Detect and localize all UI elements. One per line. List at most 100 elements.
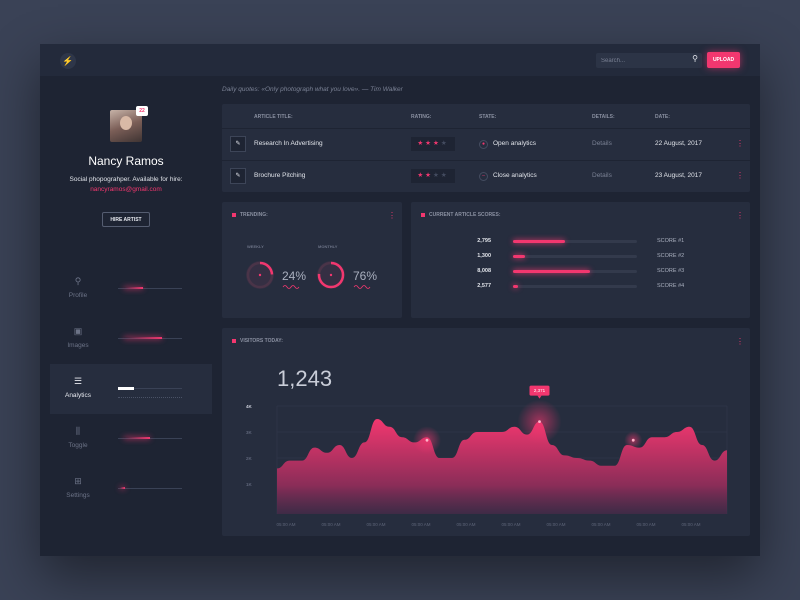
star-icon: ★ (440, 172, 449, 179)
sidebar: 22 Nancy Ramos Social phopograhper. Avai… (40, 76, 222, 556)
visitors-menu-icon[interactable]: ⋮ (736, 337, 744, 346)
profile-email[interactable]: nancyramos@gmail.com (90, 186, 162, 193)
nav-progress-fill (124, 437, 150, 439)
highlight-point (538, 420, 541, 423)
col-header-details: DETAILS: (592, 114, 615, 120)
sidebar-item-toggle[interactable]: ⫼ Toggle (50, 414, 212, 464)
article-state[interactable]: Close analytics (493, 172, 537, 179)
state-icon[interactable]: ● (479, 140, 488, 149)
visitors-area (277, 419, 727, 514)
sidebar-item-analytics[interactable]: ☰ Analytics (50, 364, 212, 414)
daily-quote: Daily quotes: «Only photograph what you … (222, 86, 403, 93)
col-header-date: DATE: (655, 114, 670, 120)
x-tick-label: 05:00 AM (636, 522, 655, 527)
profile-name: Nancy Ramos (88, 154, 164, 168)
trending-panel: TRENDING: ⋮ WEEKLY 24% MONTHLY 76% (222, 202, 402, 318)
sidebar-item-label: Toggle (68, 442, 88, 449)
x-tick-label: 05:00 AM (456, 522, 475, 527)
articles-table: ARTICLE TITLE: RATING: STATE: DETAILS: D… (222, 104, 750, 192)
score-track (513, 270, 637, 273)
toggle-icon: ⫼ (75, 426, 81, 436)
trending-menu-icon[interactable]: ⋮ (388, 211, 396, 220)
hire-artist-button[interactable]: HIRE ARTIST (102, 212, 150, 227)
sidebar-item-settings[interactable]: ⊞ Settings (50, 464, 212, 514)
sidebar-item-label: Images (67, 342, 89, 349)
gauge-monthly: MONTHLY 76% (317, 244, 377, 289)
row-menu-icon[interactable]: ⋮ (736, 139, 744, 148)
visitors-panel: VISITORS TODAY: ⋮ 1,243 4K 3K 2K 1K 2,371 05:… (222, 328, 750, 536)
nav-progress-track (118, 437, 182, 439)
nav-progress-track (118, 387, 182, 390)
details-link[interactable]: Details (592, 140, 612, 147)
x-tick-label: 05:00 AM (546, 522, 565, 527)
row-divider (222, 160, 750, 161)
gauge-weekly: WEEKLY 24% (246, 244, 306, 289)
x-tick-label: 05:00 AM (501, 522, 520, 527)
row-menu-icon[interactable]: ⋮ (736, 171, 744, 180)
nav-progress-fill (124, 287, 144, 289)
tooltip-arrow (537, 395, 542, 399)
search-input[interactable] (596, 53, 686, 68)
row-divider (222, 128, 750, 129)
top-bar: ⚡ ⚲ UPLOAD (40, 44, 760, 76)
col-header-rating: RATING: (411, 114, 432, 120)
star-icon: ★ (417, 172, 426, 179)
rating-stars[interactable]: ★★★★ (411, 137, 455, 151)
score-track (513, 255, 637, 258)
score-track (513, 285, 637, 288)
sidebar-item-label: Analytics (64, 392, 91, 399)
edit-icon[interactable]: ✎ (230, 168, 246, 184)
y-tick-label: 3K (246, 430, 253, 435)
y-tick-label: 2K (246, 456, 253, 461)
star-icon: ★ (433, 172, 441, 179)
score-value: 2,577 (477, 283, 491, 289)
state-icon[interactable]: – (479, 172, 488, 181)
article-state[interactable]: Open analytics (493, 140, 536, 147)
avatar-face (120, 116, 132, 130)
score-name: SCORE #1 (657, 238, 685, 244)
notification-badge[interactable]: 22 (136, 106, 148, 116)
trending-title: TRENDING: (232, 212, 268, 218)
gauge-squiggle (282, 285, 300, 289)
star-icon: ★ (433, 140, 441, 147)
search-icon[interactable]: ⚲ (692, 54, 698, 63)
score-fill (513, 270, 590, 273)
gauge-center-dot (329, 273, 333, 277)
nav-progress-fill (118, 387, 134, 390)
sidebar-item-images[interactable]: ▣ Images (50, 314, 212, 364)
edit-icon[interactable]: ✎ (230, 136, 246, 152)
score-name: SCORE #2 (657, 253, 685, 259)
x-tick-label: 05:00 AM (681, 522, 700, 527)
rating-stars[interactable]: ★★★★ (411, 169, 455, 183)
profile-bio: Social phopograhper. Available for hire: (69, 176, 183, 183)
star-icon: ★ (425, 172, 433, 179)
logo-icon[interactable]: ⚡ (60, 53, 76, 69)
x-tick-label: 05:00 AM (366, 522, 385, 527)
gauge-value: 76% (353, 269, 377, 283)
article-title[interactable]: Research In Advertising (254, 140, 323, 147)
star-icon: ★ (425, 140, 433, 147)
gauge-label: WEEKLY (247, 244, 264, 249)
scores-title: CURRENT ARTICLE SCORES: (421, 212, 500, 218)
sidebar-item-profile[interactable]: ⚲ Profile (50, 264, 212, 314)
nav-progress-track (118, 487, 182, 489)
details-link[interactable]: Details (592, 172, 612, 179)
y-tick-label: 1K (246, 482, 253, 487)
upload-button[interactable]: UPLOAD (707, 52, 740, 68)
image-icon: ▣ (73, 326, 83, 336)
star-icon: ★ (440, 140, 449, 147)
article-title[interactable]: Brochure Pitching (254, 172, 306, 179)
score-value: 2,795 (477, 238, 491, 244)
visitors-total: 1,243 (277, 366, 333, 391)
article-date: 22 August, 2017 (655, 140, 702, 147)
gauge-arc (317, 261, 345, 289)
scores-menu-icon[interactable]: ⋮ (736, 211, 744, 220)
nav-progress-fill (120, 487, 126, 489)
app-window: ⚡ ⚲ UPLOAD 22 Nancy Ramos Social phopogr… (40, 44, 760, 556)
trending-gauges: WEEKLY 24% MONTHLY 76% (246, 244, 377, 289)
nav-progress-fill (124, 337, 163, 339)
tooltip-label: 2,371 (534, 388, 546, 393)
scores-panel: CURRENT ARTICLE SCORES: ⋮ 2,795 SCORE #1 1… (411, 202, 750, 318)
highlight-point (425, 438, 429, 442)
nav-dots (118, 397, 182, 398)
